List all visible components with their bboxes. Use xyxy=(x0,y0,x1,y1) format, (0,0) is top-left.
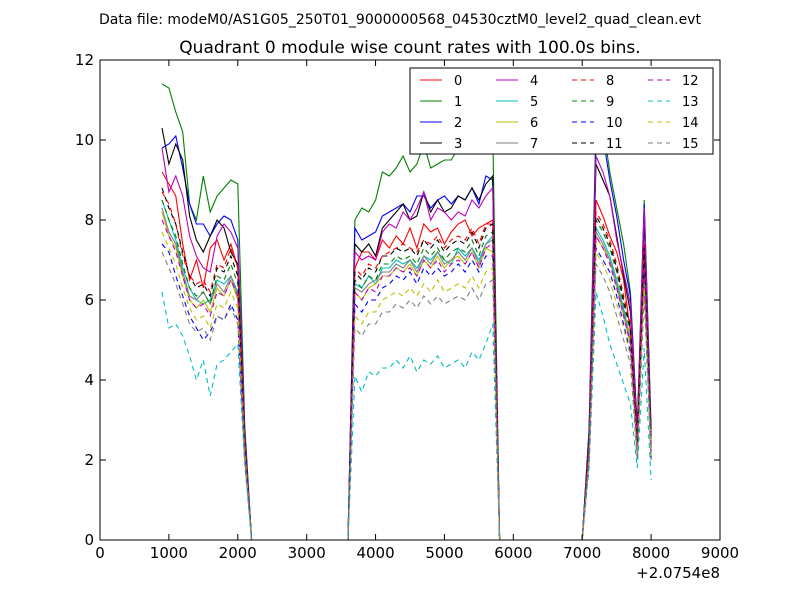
x-tick-label: 5000 xyxy=(425,544,463,562)
x-tick-label: 4000 xyxy=(356,544,394,562)
x-tick-label: 9000 xyxy=(701,544,739,562)
legend-label-8: 8 xyxy=(606,74,614,89)
x-tick-label: 1000 xyxy=(150,544,188,562)
y-tick-label: 0 xyxy=(84,531,94,549)
legend-label-15: 15 xyxy=(682,137,699,152)
series-line-4 xyxy=(161,147,652,540)
series-line-14 xyxy=(161,231,652,540)
y-tick-label: 2 xyxy=(84,451,94,469)
axis-layer: 0 1000 2000 3000 4000 5000 6000 7000 8000 9000 0 2 4… xyxy=(75,51,739,562)
legend-label-12: 12 xyxy=(682,74,699,89)
x-tick-label: 8000 xyxy=(632,544,670,562)
legend-label-7: 7 xyxy=(530,137,538,152)
y-tick-label: 12 xyxy=(75,51,94,69)
series-layer xyxy=(161,83,652,540)
legend-box xyxy=(409,67,714,155)
legend-label-4: 4 xyxy=(530,74,538,89)
y-tick-label: 4 xyxy=(84,371,94,389)
y-tick-label: 10 xyxy=(75,131,94,149)
legend-label-0: 0 xyxy=(454,74,462,89)
legend-label-10: 10 xyxy=(606,116,623,131)
y-tick-label: 8 xyxy=(84,211,94,229)
x-offset-label: +2.0754e8 xyxy=(636,564,720,582)
legend-label-6: 6 xyxy=(530,116,538,131)
legend-label-13: 13 xyxy=(682,95,699,110)
legend-label-3: 3 xyxy=(454,137,462,152)
legend-label-1: 1 xyxy=(454,95,462,110)
y-tick-label: 6 xyxy=(84,291,94,309)
chart-suptitle: Data file: modeM0/AS1G05_250T01_90000005… xyxy=(99,12,701,28)
legend-label-14: 14 xyxy=(682,116,699,131)
legend-label-5: 5 xyxy=(530,95,538,110)
series-line-15 xyxy=(161,251,652,540)
x-tick-label: 7000 xyxy=(563,544,601,562)
series-line-8 xyxy=(161,191,652,540)
x-tick-label: 6000 xyxy=(494,544,532,562)
x-tick-label: 2000 xyxy=(219,544,257,562)
series-line-11 xyxy=(161,187,652,540)
x-tick-label: 3000 xyxy=(288,544,326,562)
x-tick-label: 0 xyxy=(95,544,105,562)
legend-label-11: 11 xyxy=(606,137,623,152)
chart-title: Quadrant 0 module wise count rates with … xyxy=(179,38,640,58)
legend-label-9: 9 xyxy=(606,95,614,110)
legend-label-2: 2 xyxy=(454,116,462,131)
